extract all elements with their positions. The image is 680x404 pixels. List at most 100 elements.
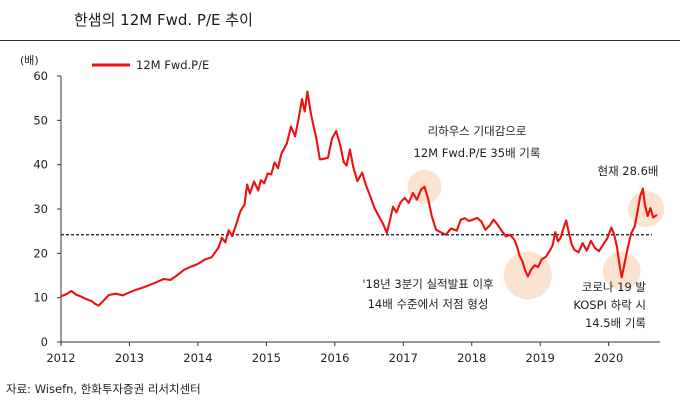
data-point (488, 224, 491, 227)
data-point (86, 298, 88, 301)
data-point (420, 188, 422, 191)
data-point (516, 245, 518, 248)
annotation-text-low2020: 14.5배 기록 (585, 316, 646, 330)
series-group (60, 90, 658, 307)
data-point (548, 249, 551, 252)
data-point (468, 220, 470, 222)
data-point (636, 211, 639, 214)
data-point (121, 294, 124, 297)
data-point (381, 222, 384, 225)
data-point (496, 224, 499, 226)
data-point (570, 243, 573, 246)
annotation-text-current: 현재 28.6배 (597, 164, 658, 178)
data-point (513, 238, 516, 241)
x-tick-label: 2020 (594, 351, 623, 365)
data-point (183, 268, 186, 271)
data-point (537, 266, 539, 268)
data-point (557, 240, 559, 243)
x-tick-label: 2012 (46, 351, 75, 365)
data-point (562, 227, 565, 230)
data-point (312, 125, 315, 127)
data-point (257, 189, 260, 192)
data-point (524, 269, 526, 272)
annotation-text-low2018: 14배 수준에서 저점 형성 (368, 297, 489, 311)
x-tick-label: 2018 (457, 351, 486, 365)
data-point (377, 214, 380, 217)
data-point (472, 218, 474, 221)
data-point (253, 180, 255, 183)
data-point (364, 183, 367, 186)
y-tick-label: 10 (33, 291, 48, 305)
data-point (203, 258, 206, 261)
data-point (280, 152, 283, 155)
y-tick-label: 0 (41, 335, 48, 349)
data-point (114, 292, 117, 295)
data-point (407, 201, 410, 204)
data-point (217, 246, 220, 249)
data-point (585, 249, 588, 252)
annotation-text-low2018: '18년 3분기 실적발표 이후 (362, 277, 493, 291)
data-point (395, 211, 398, 214)
annotation-text-peak2017: 리하우스 기대감으로 (428, 124, 527, 138)
data-point (339, 144, 342, 147)
data-point (480, 220, 483, 223)
y-tick-label: 60 (33, 69, 48, 83)
data-point (606, 237, 609, 240)
x-tick-label: 2019 (526, 351, 555, 365)
annotation-text-low2020: 코로나 19 발 (582, 280, 647, 294)
data-point (565, 219, 568, 222)
data-point (369, 195, 372, 198)
data-point (102, 299, 105, 302)
data-point (373, 207, 376, 210)
data-point (65, 293, 68, 295)
annotation-text-peak2017: 12M Fwd.P/E 35배 기록 (414, 146, 541, 160)
data-point (444, 233, 447, 236)
data-point (613, 233, 615, 236)
data-point (306, 90, 309, 93)
data-point (94, 303, 97, 305)
data-point (492, 218, 495, 221)
data-point (162, 278, 165, 280)
axes: 0 10 20 30 40 50 60 2012 2013 2014 2015 2016 2017 201… (33, 69, 660, 365)
data-point (297, 118, 300, 121)
data-point (243, 203, 246, 206)
data-point (655, 214, 658, 217)
data-point (594, 247, 596, 249)
data-point (210, 256, 213, 259)
data-point (149, 283, 151, 286)
data-point (649, 207, 652, 210)
data-point (227, 229, 230, 232)
data-point (310, 112, 312, 115)
data-point (630, 232, 633, 235)
data-point (97, 304, 100, 307)
data-point (581, 242, 584, 245)
data-point (270, 173, 273, 176)
data-point (431, 216, 433, 218)
data-point (602, 243, 605, 246)
data-point (403, 197, 406, 199)
data-point (399, 201, 402, 204)
data-point (644, 203, 646, 206)
data-point (554, 231, 557, 234)
data-point (416, 198, 418, 201)
data-point (135, 288, 138, 291)
data-point (246, 183, 249, 186)
data-point (551, 244, 554, 247)
x-tick-label: 2016 (320, 351, 349, 365)
data-point (626, 246, 629, 249)
data-point (527, 275, 529, 278)
data-point (633, 225, 636, 228)
data-point (435, 228, 437, 231)
data-point (618, 264, 621, 267)
data-point (277, 167, 279, 170)
data-point (197, 263, 199, 265)
data-point (221, 236, 223, 239)
data-point (75, 293, 77, 296)
data-point (356, 180, 359, 183)
data-point (544, 256, 547, 258)
data-point (464, 217, 466, 220)
data-point (224, 241, 227, 244)
data-point (439, 231, 442, 234)
data-point (155, 281, 158, 283)
y-unit-label: (배) (20, 54, 39, 67)
